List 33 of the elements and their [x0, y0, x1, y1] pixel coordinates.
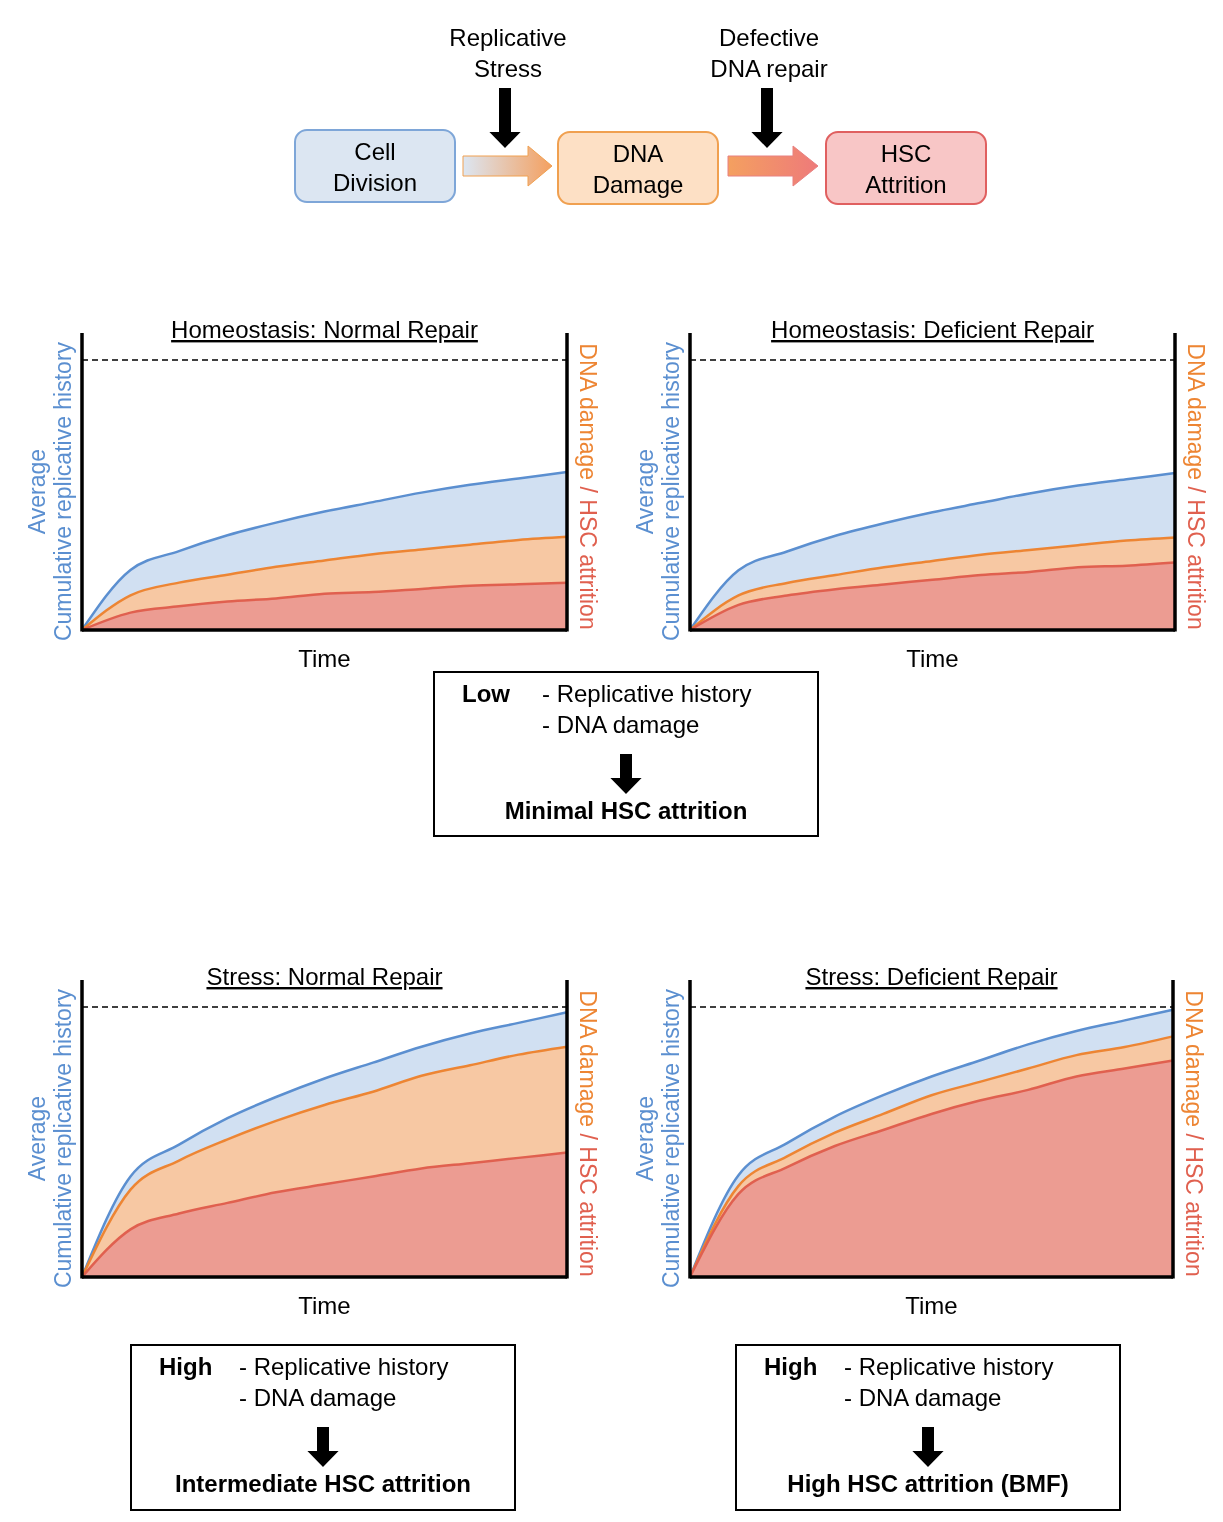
chart-title: Stress: Deficient Repair — [805, 963, 1058, 990]
text: High — [764, 1353, 818, 1380]
text: Intermediate HSC attrition — [174, 1470, 472, 1497]
y2-axis-title: DNA damage / HSC attrition — [1183, 343, 1209, 630]
text: Replicative Stress — [449, 24, 567, 82]
y2-axis-title: DNA damage / HSC attrition — [1181, 990, 1207, 1277]
chart-title: Stress: Normal Repair — [206, 963, 443, 990]
text: - Replicative history — [844, 1353, 1054, 1380]
text: Defective DNA repair — [710, 24, 828, 82]
y-axis-title: Average Cumulative replicative history — [24, 341, 76, 642]
text: - Replicative history — [542, 680, 752, 707]
text: Cell Division — [332, 138, 418, 196]
text: High — [159, 1353, 213, 1380]
text: - DNA damage — [844, 1384, 1002, 1411]
y-axis-title: Average Cumulative replicative history — [24, 988, 76, 1289]
text: DNA Damage — [592, 140, 684, 198]
y2-axis-title: DNA damage / HSC attrition — [575, 990, 601, 1277]
x-axis-title: Time — [905, 1292, 958, 1319]
text: - DNA damage — [239, 1384, 397, 1411]
x-axis-title: Time — [298, 1292, 351, 1319]
chart-title: Homeostasis: Normal Repair — [171, 316, 478, 343]
y2-axis-title: DNA damage / HSC attrition — [575, 343, 601, 630]
y-axis-title: Average Cumulative replicative history — [632, 988, 684, 1289]
text: Low — [462, 680, 511, 707]
text: Minimal HSC attrition — [504, 797, 748, 824]
y-axis-title: Average Cumulative replicative history — [632, 341, 684, 642]
text: - Replicative history — [239, 1353, 449, 1380]
text: - DNA damage — [542, 711, 700, 738]
text: High HSC attrition (BMF) — [787, 1470, 1069, 1497]
text: HSC Attrition — [865, 140, 947, 198]
x-axis-title: Time — [298, 645, 351, 672]
chart-title: Homeostasis: Deficient Repair — [771, 316, 1094, 343]
x-axis-title: Time — [906, 645, 959, 672]
